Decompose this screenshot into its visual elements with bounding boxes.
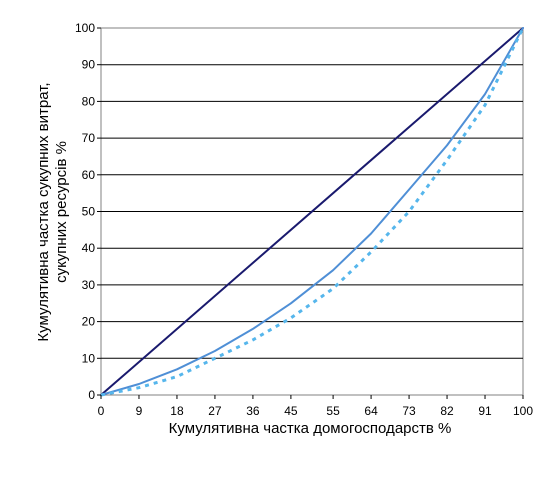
series-line-expenditure-curve [100,27,524,396]
y-axis-title-line1: Кумулятивна частка сукупних витрат, [35,82,52,341]
y-tick-label: 40 [82,241,96,255]
x-tick-label: 36 [246,404,260,418]
x-axis-ticks: 0 9 18 27 36 45 55 64 73 82 91 100 [98,395,533,418]
y-tick-label: 50 [82,205,96,219]
x-tick-label: 64 [364,404,378,418]
y-tick-label: 30 [82,278,96,292]
x-tick-label: 27 [208,404,222,418]
x-tick-label: 82 [440,404,454,418]
y-tick-label: 90 [82,58,96,72]
y-tick-label: 80 [82,94,96,108]
y-tick-label: 10 [82,351,96,365]
y-tick-label: 70 [82,131,96,145]
series-line-equality-line [100,27,524,396]
x-tick-label: 0 [98,404,105,418]
x-tick-label: 100 [513,404,533,418]
y-tick-label: 100 [75,21,95,35]
x-tick-label: 55 [326,404,340,418]
x-tick-label: 73 [402,404,416,418]
series-layer [100,27,525,397]
x-axis-title: Кумулятивна частка домогосподарств % [169,420,452,437]
y-tick-label: 20 [82,315,96,329]
x-tick-label: 9 [136,404,143,418]
x-tick-label: 18 [170,404,184,418]
x-tick-label: 45 [284,404,298,418]
y-axis-title-line2: сукупних ресурсів % [53,141,70,283]
y-tick-label: 60 [82,168,96,182]
series-line-resources-curve [100,27,525,397]
y-axis-ticks: 0 10 20 30 40 50 60 70 80 90 100 [75,21,101,402]
x-tick-label: 91 [478,404,492,418]
y-tick-label: 0 [88,388,95,402]
